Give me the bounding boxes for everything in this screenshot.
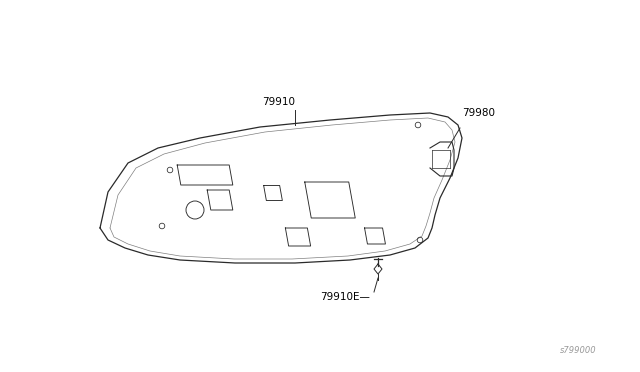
- Text: 79980: 79980: [462, 108, 495, 118]
- Text: 79910E—: 79910E—: [320, 292, 370, 302]
- Text: 79910: 79910: [262, 97, 295, 107]
- Text: s799000: s799000: [560, 346, 596, 355]
